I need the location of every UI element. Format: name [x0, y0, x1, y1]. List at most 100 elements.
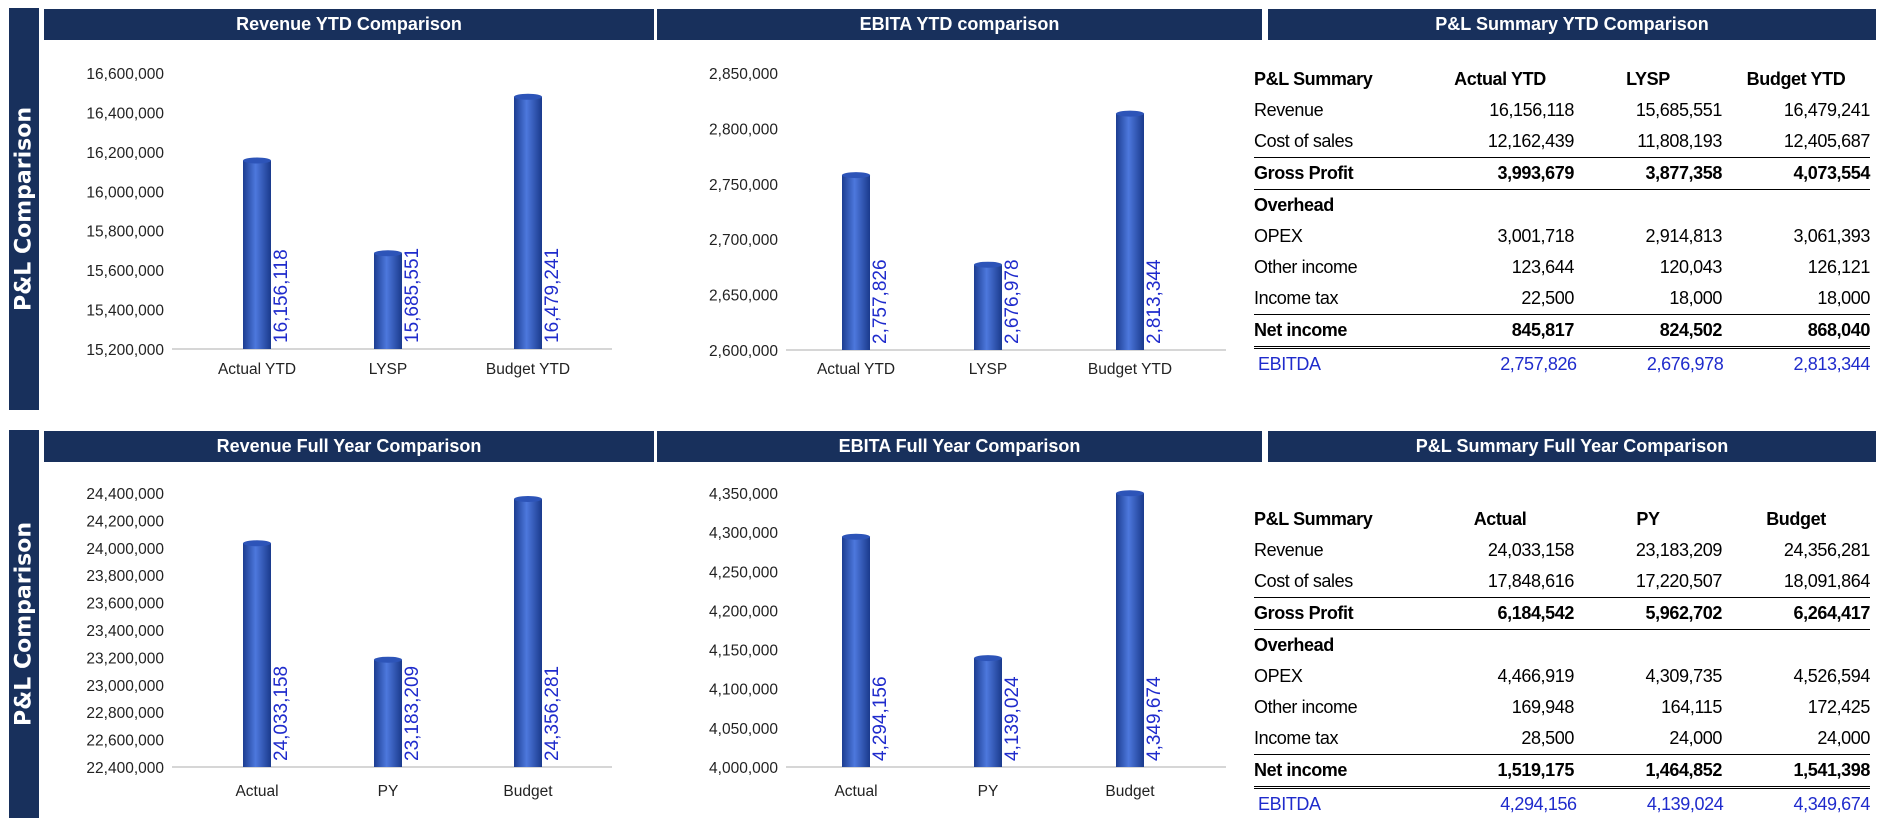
cell-value: 28,500 [1521, 728, 1574, 748]
table-row: Other income 123,644 120,043 126,121 [1254, 252, 1870, 283]
column-header: Actual [1473, 509, 1527, 529]
cell-value: 2,914,813 [1645, 226, 1723, 246]
table-row: Income tax 22,500 18,000 18,000 [1254, 283, 1870, 314]
cell-value: 1,541,398 [1793, 760, 1871, 780]
table-row: EBITDA 4,294,156 4,139,024 4,349,674 [1254, 786, 1870, 820]
y-tick-label: 15,400,000 [86, 303, 164, 320]
y-tick-label: 4,000,000 [709, 760, 778, 777]
y-tick-label: 2,650,000 [709, 288, 778, 305]
bar [374, 659, 402, 767]
cell-value: 6,264,417 [1793, 603, 1871, 623]
table-row: EBITDA 2,757,826 2,676,978 2,813,344 [1254, 346, 1870, 380]
cell-value: 126,121 [1807, 257, 1871, 277]
bar-cap [842, 172, 870, 179]
chart-ebita-ytd: 2,600,000 2,650,000 2,700,000 2,750,000 2,80… [709, 66, 1226, 378]
bar [243, 543, 271, 767]
cell-value: 4,294,156 [1500, 794, 1577, 814]
table-row: Gross Profit 3,993,679 3,877,358 4,073,554 [1254, 157, 1870, 189]
cell-value: 4,139,024 [1646, 794, 1724, 814]
row-label: Other income [1254, 257, 1358, 277]
bar-data-label: 16,156,118 [271, 249, 292, 343]
cell-value: 868,040 [1807, 320, 1871, 340]
chart-revenue-ytd: 15,200,000 15,400,000 15,600,000 15,800,000… [86, 66, 612, 378]
table-row: Other income 169,948 164,115 172,425 [1254, 692, 1870, 723]
table-row: OPEX 4,466,919 4,309,735 4,526,594 [1254, 661, 1870, 692]
y-tick-label: 23,800,000 [86, 568, 164, 585]
table-row: Net income 845,817 824,502 868,040 [1254, 314, 1870, 346]
cell-value: 12,162,439 [1487, 131, 1574, 151]
bar-data-label: 4,139,024 [1002, 676, 1023, 761]
cell-value: 24,000 [1817, 728, 1870, 748]
table-row: Overhead [1254, 629, 1870, 661]
y-tick-label: 24,200,000 [86, 513, 164, 530]
header-pl-fy: P&L Summary Full Year Comparison [1268, 431, 1876, 462]
y-tick-label: 24,000,000 [86, 541, 164, 558]
cell-value: 3,061,393 [1793, 226, 1871, 246]
bar-cap [514, 495, 542, 502]
bar-cap [842, 533, 870, 540]
chart-revenue-fy: 22,400,000 22,600,000 22,800,000 23,000,000… [86, 486, 612, 800]
table-row: OPEX 3,001,718 2,914,813 3,061,393 [1254, 221, 1870, 252]
table-row: Gross Profit 6,184,542 5,962,702 6,264,417 [1254, 597, 1870, 629]
table-row: Revenue 16,156,118 15,685,551 16,479,241 [1254, 95, 1870, 126]
cell-value: 172,425 [1807, 697, 1871, 717]
x-category-label: Budget YTD [486, 361, 570, 378]
y-tick-label: 4,250,000 [709, 564, 778, 581]
y-tick-label: 2,750,000 [709, 177, 778, 194]
cell-value: 123,644 [1511, 257, 1575, 277]
cell-value: 22,500 [1521, 288, 1574, 308]
y-tick-label: 15,800,000 [86, 224, 164, 241]
y-tick-label: 2,600,000 [709, 343, 778, 360]
row-label: Cost of sales [1254, 571, 1353, 591]
cell-value: 2,676,978 [1646, 354, 1724, 374]
cell-value: 4,309,735 [1645, 666, 1723, 686]
y-tick-label: 23,400,000 [86, 623, 164, 640]
table-header-row: P&L Summary Actual YTD LYSP Budget YTD [1254, 64, 1870, 95]
bar-data-label: 23,183,209 [402, 666, 423, 761]
table-row: Income tax 28,500 24,000 24,000 [1254, 723, 1870, 754]
cell-value: 18,000 [1669, 288, 1722, 308]
row-label: Cost of sales [1254, 131, 1353, 151]
bar-data-label: 2,813,344 [1144, 259, 1165, 344]
bar-cap [374, 250, 402, 257]
header-ebita-fy: EBITA Full Year Comparison [657, 431, 1262, 462]
column-header-label: P&L Summary [1254, 509, 1373, 529]
x-category-label: Actual YTD [817, 361, 895, 378]
column-header: PY [1636, 509, 1660, 529]
row-label: Overhead [1254, 635, 1334, 655]
y-tick-label: 2,800,000 [709, 121, 778, 138]
column-header: Budget YTD [1746, 69, 1846, 89]
cell-value: 5,962,702 [1645, 603, 1723, 623]
cell-value: 12,405,687 [1783, 131, 1870, 151]
bar-cap [1116, 490, 1144, 497]
row-label: EBITDA [1258, 794, 1321, 814]
cell-value: 2,757,826 [1500, 354, 1577, 374]
x-category-label: Budget [1105, 783, 1155, 800]
bar-cap [243, 157, 271, 164]
y-tick-label: 4,050,000 [709, 721, 778, 738]
bar [1116, 493, 1144, 767]
cell-value: 17,848,616 [1487, 571, 1574, 591]
side-panel-fy: P&L Comparison [9, 430, 39, 818]
y-tick-label: 22,400,000 [86, 760, 164, 777]
cell-value: 23,183,209 [1635, 540, 1722, 560]
cell-value: 3,993,679 [1497, 163, 1575, 183]
bar-data-label: 24,356,281 [542, 666, 563, 761]
x-category-label: Budget [503, 783, 553, 800]
x-category-label: PY [978, 783, 999, 800]
header-pl-ytd: P&L Summary YTD Comparison [1268, 9, 1876, 40]
cell-value: 17,220,507 [1635, 571, 1722, 591]
table-header-row: P&L Summary Actual PY Budget [1254, 504, 1870, 535]
bar-cap [974, 655, 1002, 662]
bar [374, 253, 402, 349]
x-category-label: Budget YTD [1088, 361, 1172, 378]
table-row: Cost of sales 17,848,616 17,220,507 18,091,… [1254, 566, 1870, 597]
bar [842, 175, 870, 350]
y-tick-label: 16,200,000 [86, 145, 164, 162]
cell-value: 16,156,118 [1489, 100, 1574, 120]
cell-value: 24,356,281 [1783, 540, 1870, 560]
cell-value: 1,464,852 [1645, 760, 1723, 780]
cell-value: 120,043 [1659, 257, 1723, 277]
cell-value: 24,033,158 [1487, 540, 1574, 560]
